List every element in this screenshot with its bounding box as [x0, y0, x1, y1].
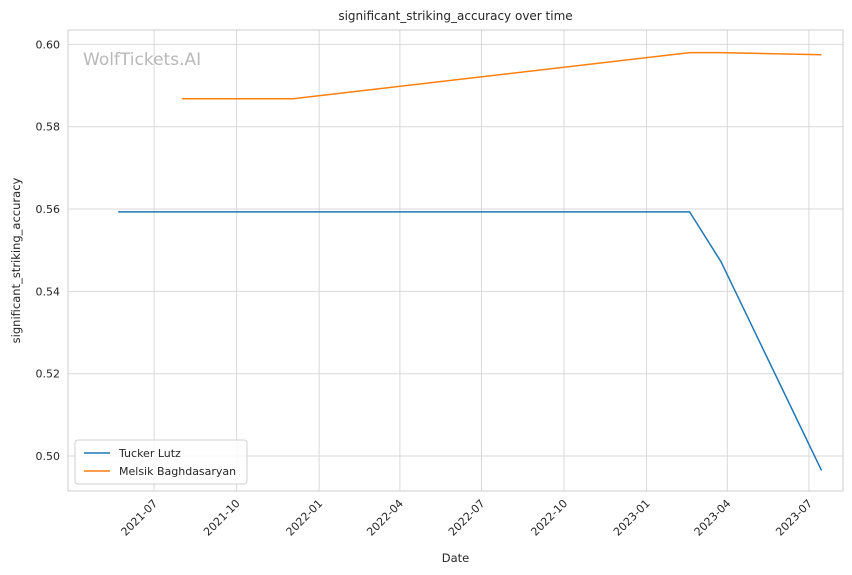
- legend-label: Tucker Lutz: [118, 447, 181, 460]
- y-tick-label: 0.56: [36, 203, 61, 216]
- legend: Tucker Lutz Melsik Baghdasaryan: [74, 439, 248, 485]
- grid: [68, 30, 843, 491]
- x-tick-label: 2023-07: [773, 497, 815, 539]
- x-tick-label: 2021-07: [119, 497, 161, 539]
- x-tick-label: 2022-04: [364, 497, 406, 539]
- x-tick-label: 2023-01: [611, 497, 653, 539]
- x-tick-label: 2021-10: [201, 497, 243, 539]
- legend-box: [74, 439, 248, 485]
- y-tick-label: 0.60: [36, 38, 61, 51]
- x-axis-ticks: 2021-07 2021-10 2022-01 2022-04 2022-07 2022-…: [119, 497, 816, 539]
- y-tick-label: 0.54: [36, 285, 61, 298]
- watermark: WolfTickets.AI: [83, 50, 201, 70]
- x-tick-label: 2023-04: [692, 497, 734, 539]
- y-tick-label: 0.52: [36, 368, 61, 381]
- x-tick-label: 2022-07: [446, 497, 488, 539]
- plot-frame: [67, 29, 844, 492]
- legend-label: Melsik Baghdasaryan: [119, 465, 236, 478]
- y-axis-ticks: 0.50 0.52 0.54 0.56 0.58 0.60: [36, 38, 61, 463]
- x-tick-label: 2022-01: [284, 497, 326, 539]
- series-line: [118, 211, 823, 471]
- y-tick-label: 0.58: [36, 121, 61, 134]
- y-axis-title: significant_striking_accuracy: [9, 177, 23, 343]
- y-tick-label: 0.50: [36, 450, 61, 463]
- x-axis-title: Date: [442, 551, 470, 565]
- x-tick-label: 2022-10: [528, 497, 570, 539]
- series-lines: [118, 51, 823, 471]
- chart-title: significant_striking_accuracy over time: [338, 9, 572, 23]
- series-line: [181, 51, 822, 100]
